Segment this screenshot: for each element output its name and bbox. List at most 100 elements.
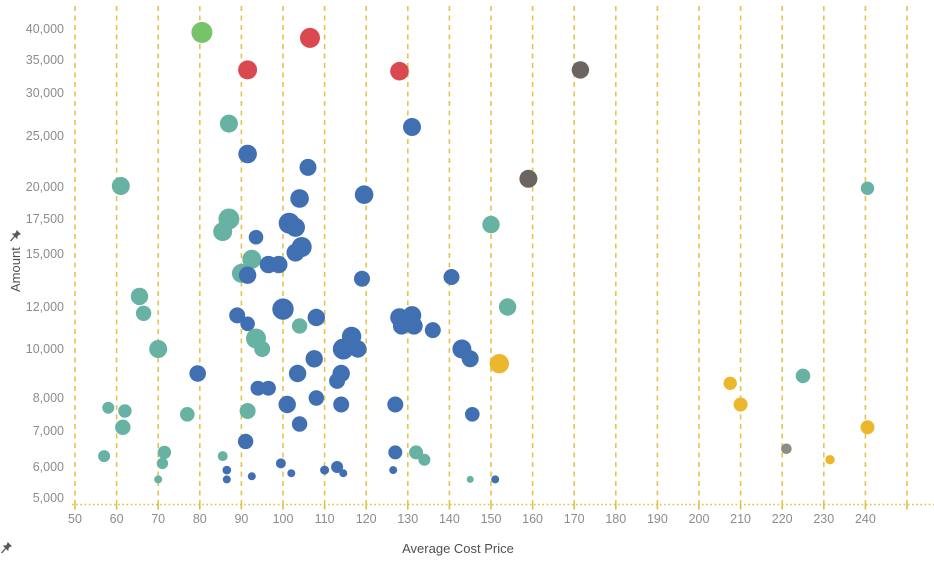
data-point[interactable] bbox=[154, 475, 163, 484]
data-point[interactable] bbox=[860, 181, 875, 195]
data-point[interactable] bbox=[482, 215, 500, 234]
data-point[interactable] bbox=[781, 443, 792, 455]
y-tick-label: 17,500 bbox=[25, 212, 64, 226]
data-point[interactable] bbox=[405, 317, 423, 335]
data-point[interactable] bbox=[465, 407, 480, 422]
data-point[interactable] bbox=[191, 21, 213, 43]
pin-icon[interactable] bbox=[9, 229, 22, 242]
x-tick-label: 220 bbox=[771, 512, 793, 526]
x-tick-label: 110 bbox=[314, 512, 335, 526]
data-point[interactable] bbox=[299, 158, 317, 176]
x-tick-label: 60 bbox=[109, 512, 124, 526]
data-point[interactable] bbox=[238, 144, 257, 164]
data-point[interactable] bbox=[278, 395, 296, 414]
data-point[interactable] bbox=[260, 380, 276, 396]
data-point[interactable] bbox=[115, 419, 131, 435]
data-point[interactable] bbox=[519, 169, 538, 188]
data-point[interactable] bbox=[222, 465, 232, 475]
data-point[interactable] bbox=[354, 185, 374, 204]
data-point[interactable] bbox=[149, 340, 168, 358]
data-point[interactable] bbox=[331, 461, 344, 473]
data-point[interactable] bbox=[860, 420, 875, 435]
data-point[interactable] bbox=[118, 404, 132, 418]
x-tick-label: 170 bbox=[563, 512, 585, 526]
data-point[interactable] bbox=[349, 340, 367, 358]
data-point[interactable] bbox=[102, 401, 115, 414]
data-point[interactable] bbox=[443, 269, 460, 285]
data-point[interactable] bbox=[270, 255, 288, 274]
data-point[interactable] bbox=[275, 458, 286, 469]
data-point[interactable] bbox=[498, 298, 517, 316]
y-tick-label: 7,000 bbox=[32, 423, 64, 438]
data-point[interactable] bbox=[286, 217, 305, 237]
data-point[interactable] bbox=[229, 307, 246, 324]
y-tick-label: 10,000 bbox=[25, 342, 64, 356]
data-point[interactable] bbox=[291, 318, 308, 334]
data-point[interactable] bbox=[213, 222, 233, 242]
data-point[interactable] bbox=[403, 118, 421, 136]
data-point[interactable] bbox=[389, 466, 398, 475]
data-point[interactable] bbox=[286, 243, 305, 262]
data-point[interactable] bbox=[307, 308, 325, 327]
data-point[interactable] bbox=[219, 114, 238, 133]
data-point[interactable] bbox=[217, 451, 228, 462]
data-point[interactable] bbox=[305, 350, 323, 368]
data-point[interactable] bbox=[409, 445, 424, 460]
data-point[interactable] bbox=[237, 433, 254, 450]
data-point[interactable] bbox=[461, 350, 479, 368]
data-point[interactable] bbox=[180, 407, 195, 422]
data-point[interactable] bbox=[291, 416, 308, 432]
data-point[interactable] bbox=[250, 380, 266, 396]
data-point[interactable] bbox=[825, 455, 835, 465]
data-point[interactable] bbox=[156, 457, 169, 470]
data-point[interactable] bbox=[387, 396, 404, 413]
x-tick-label: 210 bbox=[730, 512, 752, 526]
data-point[interactable] bbox=[242, 249, 262, 269]
x-tick-label: 140 bbox=[438, 512, 460, 526]
data-point[interactable] bbox=[238, 60, 258, 80]
data-point[interactable] bbox=[239, 403, 256, 419]
data-point[interactable] bbox=[795, 368, 811, 384]
x-tick-label: 180 bbox=[605, 512, 627, 526]
data-point[interactable] bbox=[288, 364, 307, 383]
data-point[interactable] bbox=[390, 61, 409, 81]
data-point[interactable] bbox=[418, 453, 431, 466]
data-point[interactable] bbox=[733, 397, 748, 412]
data-point[interactable] bbox=[248, 229, 264, 245]
data-point[interactable] bbox=[354, 270, 370, 287]
data-point[interactable] bbox=[723, 376, 737, 390]
data-point[interactable] bbox=[333, 396, 350, 413]
data-point[interactable] bbox=[571, 61, 590, 79]
data-point[interactable] bbox=[320, 465, 330, 475]
x-tick-label: 80 bbox=[192, 512, 207, 526]
data-point[interactable] bbox=[189, 365, 206, 382]
data-point[interactable] bbox=[392, 317, 411, 335]
data-point[interactable] bbox=[222, 475, 231, 484]
data-point[interactable] bbox=[339, 469, 348, 478]
data-point[interactable] bbox=[254, 341, 271, 357]
data-point[interactable] bbox=[135, 305, 152, 321]
x-tick-label: 90 bbox=[234, 512, 249, 526]
data-point[interactable] bbox=[240, 316, 255, 332]
data-point[interactable] bbox=[111, 177, 130, 195]
pin-icon[interactable] bbox=[0, 541, 532, 555]
data-point[interactable] bbox=[489, 354, 509, 374]
data-point[interactable] bbox=[308, 390, 324, 406]
data-point[interactable] bbox=[290, 189, 309, 208]
data-point[interactable] bbox=[157, 445, 172, 460]
data-point[interactable] bbox=[98, 450, 111, 463]
data-point[interactable] bbox=[247, 472, 256, 481]
data-point[interactable] bbox=[130, 287, 149, 306]
data-point[interactable] bbox=[388, 445, 403, 460]
data-point[interactable] bbox=[424, 322, 441, 339]
data-point[interactable] bbox=[329, 372, 346, 389]
data-point[interactable] bbox=[238, 266, 257, 284]
data-point[interactable] bbox=[466, 475, 474, 483]
data-point[interactable] bbox=[332, 338, 354, 360]
y-tick-label: 6,000 bbox=[32, 460, 64, 474]
data-point[interactable] bbox=[491, 475, 500, 484]
data-point[interactable] bbox=[300, 27, 320, 48]
data-point[interactable] bbox=[287, 469, 296, 478]
data-point[interactable] bbox=[272, 298, 294, 320]
